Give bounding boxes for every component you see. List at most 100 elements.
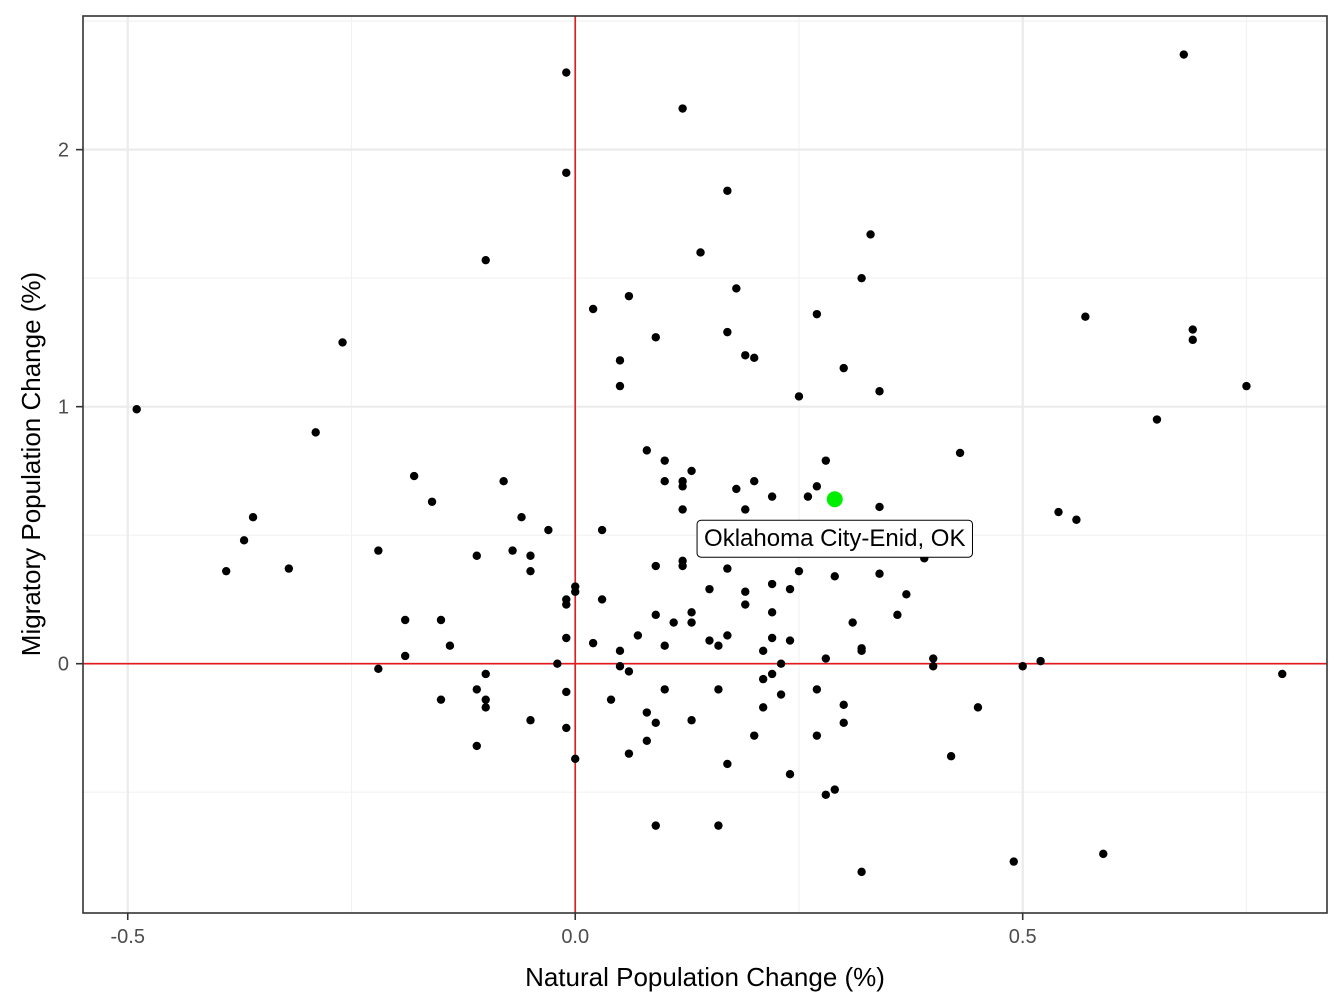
data-point — [830, 785, 839, 794]
data-point — [508, 546, 517, 555]
data-point — [1099, 849, 1108, 859]
x-tick-label: -0.5 — [111, 926, 145, 948]
data-point — [741, 600, 750, 609]
data-point — [624, 749, 634, 758]
data-point — [436, 695, 446, 704]
x-tick-label: 0.5 — [1009, 926, 1037, 948]
data-point — [427, 497, 437, 506]
x-tick-label: 0.0 — [561, 926, 589, 948]
data-point — [1018, 662, 1027, 671]
data-point — [651, 821, 660, 830]
highlight-point — [826, 491, 843, 508]
data-point — [1054, 507, 1063, 517]
data-point — [481, 695, 490, 704]
data-point — [221, 566, 231, 576]
data-point — [767, 608, 777, 617]
data-point — [239, 536, 249, 545]
data-point — [517, 512, 526, 522]
data-point — [1188, 335, 1197, 345]
data-point — [678, 561, 687, 571]
data-point — [785, 636, 795, 645]
y-tick-label: 2 — [58, 140, 69, 162]
data-point — [714, 685, 723, 694]
data-point — [651, 561, 660, 571]
data-point — [472, 551, 481, 560]
data-point — [857, 273, 866, 283]
data-point — [687, 618, 696, 627]
data-point — [624, 291, 634, 301]
data-point — [660, 477, 669, 486]
data-point — [750, 477, 759, 486]
data-point — [1152, 415, 1162, 424]
data-point — [499, 477, 508, 486]
data-point — [776, 690, 786, 699]
data-point — [723, 327, 732, 337]
data-point — [481, 669, 490, 679]
data-point — [1278, 669, 1287, 679]
data-point — [660, 456, 669, 465]
data-point — [750, 353, 759, 363]
data-point — [767, 669, 777, 679]
data-point — [750, 731, 759, 740]
data-point — [723, 631, 732, 640]
data-point — [767, 579, 777, 589]
data-point — [696, 248, 705, 257]
data-point — [830, 572, 839, 581]
data-point — [794, 392, 804, 401]
data-point — [338, 338, 347, 347]
data-point — [660, 685, 669, 694]
x-axis-title: Natural Population Change (%) — [525, 962, 885, 992]
data-point — [562, 723, 571, 733]
data-point — [821, 456, 831, 465]
data-point — [758, 674, 768, 684]
data-point — [642, 446, 652, 455]
data-point — [812, 685, 822, 694]
data-point — [1081, 312, 1090, 321]
data-point — [678, 104, 687, 113]
data-point — [588, 304, 598, 314]
data-point — [785, 584, 795, 594]
data-point — [848, 618, 857, 627]
data-point — [374, 664, 383, 674]
data-point — [400, 651, 410, 661]
data-points — [132, 50, 1287, 877]
data-point — [714, 821, 723, 830]
data-point — [758, 646, 768, 656]
data-point — [955, 448, 965, 458]
data-point — [284, 564, 294, 573]
data-point — [803, 492, 813, 501]
data-point — [481, 703, 490, 712]
data-point — [472, 741, 481, 751]
panel-border — [82, 15, 1328, 914]
data-point — [1009, 857, 1018, 866]
data-point — [812, 309, 822, 319]
highlight-label: Oklahoma City-Enid, OK — [704, 525, 965, 552]
data-point — [794, 566, 804, 576]
data-point — [562, 68, 571, 77]
data-point — [705, 584, 714, 594]
data-point — [1036, 656, 1045, 666]
data-point — [562, 633, 571, 643]
data-point — [669, 618, 678, 627]
data-point — [785, 770, 795, 779]
data-point — [705, 636, 714, 645]
data-point — [732, 284, 741, 293]
data-point — [812, 731, 822, 740]
data-point — [821, 654, 831, 663]
data-point — [893, 610, 902, 620]
data-point — [400, 615, 410, 625]
y-tick-label: 0 — [58, 654, 69, 676]
data-point — [436, 615, 446, 625]
data-point — [741, 587, 750, 596]
data-point — [714, 641, 723, 650]
data-point — [132, 405, 141, 414]
data-point — [678, 482, 687, 491]
data-point — [1072, 515, 1081, 524]
data-point — [311, 428, 320, 437]
y-tick-label: 1 — [58, 397, 69, 419]
data-point — [248, 512, 258, 522]
data-point — [875, 502, 884, 512]
data-point — [687, 466, 696, 476]
data-point — [812, 482, 822, 491]
